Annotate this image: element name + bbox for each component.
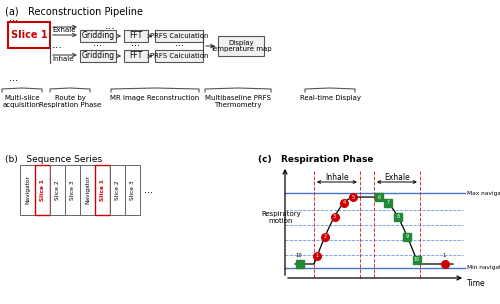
Text: 2: 2 — [324, 234, 326, 239]
Bar — [80, 165, 95, 215]
Text: Navigator: Navigator — [25, 176, 30, 204]
Bar — [110, 165, 125, 215]
Bar — [20, 165, 35, 215]
Bar — [65, 165, 80, 215]
Text: Min navigator window: Min navigator window — [467, 265, 500, 271]
Text: 6: 6 — [377, 195, 380, 200]
Text: Exhale: Exhale — [384, 173, 410, 182]
Bar — [218, 36, 264, 56]
Text: Multi-slice
acquisition: Multi-slice acquisition — [3, 95, 41, 108]
Text: Slice 2: Slice 2 — [55, 180, 60, 200]
Text: Inhale: Inhale — [325, 173, 348, 182]
Text: Slice 3: Slice 3 — [130, 180, 135, 200]
Text: ...: ... — [174, 38, 184, 48]
Text: Slice 1: Slice 1 — [40, 179, 45, 201]
Bar — [8, 22, 50, 48]
Text: Respiratory
motion: Respiratory motion — [261, 211, 301, 224]
Bar — [155, 30, 203, 42]
Bar — [155, 50, 203, 62]
Text: Inhale: Inhale — [52, 56, 74, 62]
Text: 4: 4 — [342, 200, 345, 206]
Text: (a)   Reconstruction Pipeline: (a) Reconstruction Pipeline — [5, 7, 143, 17]
Text: Slice 1: Slice 1 — [100, 179, 105, 201]
Text: Time: Time — [467, 279, 485, 288]
Text: 9: 9 — [406, 234, 408, 239]
Text: ...: ... — [104, 21, 116, 31]
Text: 10: 10 — [296, 253, 302, 258]
Bar — [124, 50, 148, 62]
Text: 1: 1 — [442, 253, 446, 258]
Text: Slice 2: Slice 2 — [115, 180, 120, 200]
Text: Slice 1: Slice 1 — [10, 30, 48, 40]
Text: 5: 5 — [352, 195, 355, 200]
Bar — [80, 50, 116, 62]
Text: ...: ... — [144, 185, 153, 195]
Text: Display
Temperature map: Display Temperature map — [210, 40, 272, 53]
Text: FFT: FFT — [130, 32, 142, 40]
Text: Navigator: Navigator — [85, 176, 90, 204]
Text: ...: ... — [10, 73, 18, 83]
Text: Max navigator window: Max navigator window — [467, 191, 500, 195]
Text: (c)   Respiration Phase: (c) Respiration Phase — [258, 155, 374, 164]
Text: ...: ... — [94, 38, 102, 48]
Text: ...: ... — [10, 13, 18, 23]
Text: Gridding: Gridding — [82, 32, 114, 40]
Text: Gridding: Gridding — [82, 51, 114, 60]
Text: 3: 3 — [333, 214, 336, 219]
Text: PRFS Calculation: PRFS Calculation — [150, 53, 208, 59]
Text: Slice 3: Slice 3 — [70, 180, 75, 200]
Bar — [125, 165, 140, 215]
Text: Multibaseline PRFS
Thermometry: Multibaseline PRFS Thermometry — [205, 95, 271, 108]
Text: MR image Reconstruction: MR image Reconstruction — [110, 95, 200, 101]
Text: 7: 7 — [386, 200, 390, 206]
Text: Exhale: Exhale — [52, 27, 76, 33]
Text: Real-time Display: Real-time Display — [300, 95, 360, 101]
Text: 10: 10 — [414, 257, 420, 262]
Text: FFT: FFT — [130, 51, 142, 60]
Text: ...: ... — [132, 38, 140, 48]
Bar — [95, 165, 110, 215]
Bar — [80, 30, 116, 42]
Text: Route by
Respiration Phase: Route by Respiration Phase — [39, 95, 101, 108]
Text: ...: ... — [52, 40, 63, 50]
Text: (b)   Sequence Series: (b) Sequence Series — [5, 155, 102, 164]
Bar — [35, 165, 50, 215]
Text: PRFS Calculation: PRFS Calculation — [150, 33, 208, 39]
Text: 1: 1 — [316, 254, 318, 258]
Bar — [50, 165, 65, 215]
Text: 8: 8 — [396, 214, 400, 219]
Bar — [124, 30, 148, 42]
